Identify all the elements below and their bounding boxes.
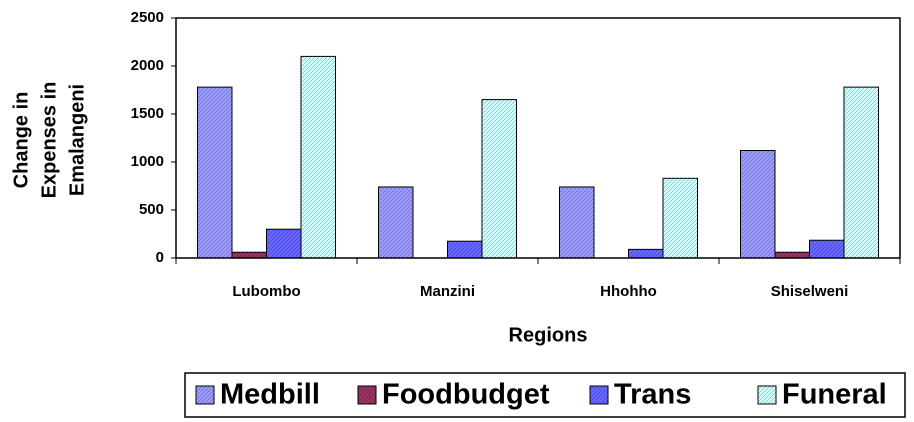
y-tick-label: 0 <box>156 249 164 266</box>
x-tick-label: Manzini <box>420 283 475 300</box>
legend-swatch <box>589 385 609 405</box>
bar <box>197 86 233 259</box>
y-tick-label: 2000 <box>131 57 164 74</box>
bar <box>378 186 414 259</box>
legend-label: Medbill <box>220 379 320 411</box>
y-tick-label: 1000 <box>131 153 164 170</box>
x-tick-label: Lubombo <box>232 283 300 300</box>
y-tick-label: 2500 <box>131 9 164 26</box>
bar <box>300 55 336 259</box>
legend-swatch <box>757 385 777 405</box>
legend-label: Trans <box>614 379 691 411</box>
bar <box>231 251 267 259</box>
x-tick-label: Shiselweni <box>771 283 849 300</box>
y-axis-title: Emalangeni <box>66 84 88 196</box>
bar <box>481 99 517 259</box>
x-tick-label: Hhohho <box>600 283 657 300</box>
legend-swatch <box>195 385 215 405</box>
bar <box>843 86 879 259</box>
legend-box <box>184 372 906 418</box>
bar <box>628 248 664 259</box>
y-axis-title: Change in <box>10 92 32 189</box>
y-tick-label: 500 <box>139 201 164 218</box>
legend-label: Funeral <box>782 379 887 411</box>
bar <box>559 186 595 259</box>
bar <box>774 251 810 259</box>
bar <box>662 177 698 259</box>
bar <box>809 239 845 259</box>
bar <box>447 240 483 259</box>
y-tick-label: 1500 <box>131 105 164 122</box>
plot-frame <box>175 17 901 259</box>
bar <box>740 149 776 259</box>
legend-label: Foodbudget <box>382 379 550 411</box>
y-axis-title: Expenses in <box>38 82 60 199</box>
x-axis-title: Regions <box>509 324 588 346</box>
bar <box>266 228 302 259</box>
legend-swatch <box>357 385 377 405</box>
